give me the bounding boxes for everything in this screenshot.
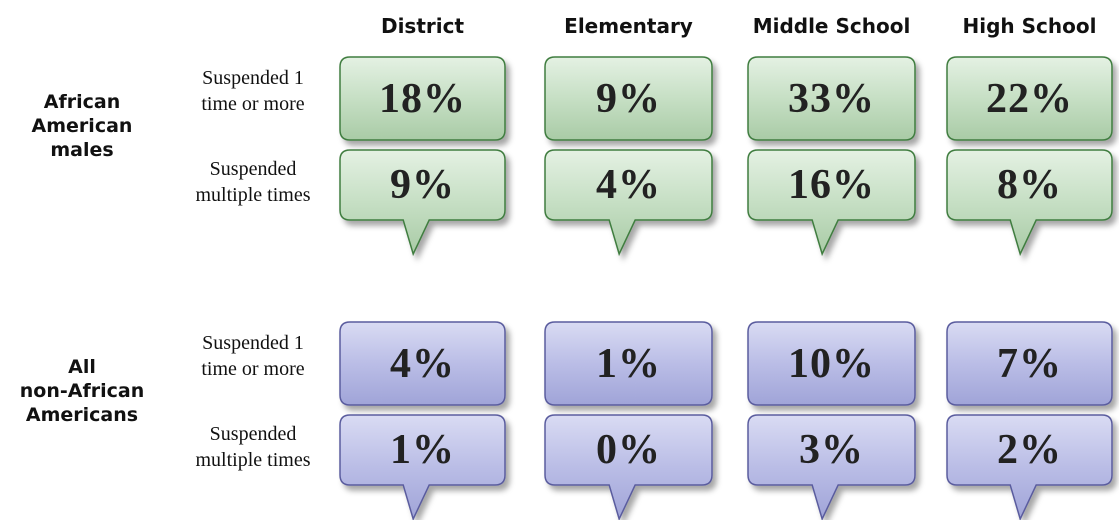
group-label: non-African	[20, 380, 144, 402]
column-header: High School	[963, 14, 1097, 38]
callout-box	[747, 149, 916, 257]
cell-value: 0%	[596, 427, 661, 473]
row-label: multiple times	[196, 184, 311, 206]
cell-value: 1%	[390, 427, 455, 473]
row-label: multiple times	[196, 449, 311, 471]
row-label: Suspended	[210, 423, 297, 445]
row-label: time or more	[201, 358, 304, 380]
callout-box	[544, 149, 713, 257]
callout-box	[544, 321, 713, 406]
cell-value: 9%	[390, 162, 455, 208]
cell-value: 3%	[799, 427, 864, 473]
row-label: Suspended 1	[202, 67, 304, 89]
cell-value: 22%	[986, 76, 1073, 122]
cell-value: 10%	[788, 341, 875, 387]
group-label: American	[32, 115, 133, 137]
callout-box	[339, 321, 506, 406]
cell-value: 18%	[379, 76, 466, 122]
cell-value: 33%	[788, 76, 875, 122]
callout-box	[747, 321, 916, 406]
callout-box	[339, 56, 506, 141]
group-label: Americans	[26, 404, 138, 426]
cell-value: 2%	[997, 427, 1062, 473]
row-label: Suspended	[210, 158, 297, 180]
cell-value: 1%	[596, 341, 661, 387]
cell-value: 9%	[596, 76, 661, 122]
cell-value: 4%	[390, 341, 455, 387]
group-label: All	[68, 356, 96, 378]
cell-value: 7%	[997, 341, 1062, 387]
cell-value: 16%	[788, 162, 875, 208]
callout-box	[946, 414, 1113, 520]
callout-box	[544, 56, 713, 141]
callout-box	[339, 414, 506, 520]
group-label: African	[44, 91, 120, 113]
row-label: Suspended 1	[202, 332, 304, 354]
callout-box	[339, 149, 506, 257]
row-label: time or more	[201, 93, 304, 115]
cell-value: 4%	[596, 162, 661, 208]
callout-box	[946, 56, 1113, 141]
callout-box	[946, 149, 1113, 257]
cell-value: 8%	[997, 162, 1062, 208]
callout-box	[747, 414, 916, 520]
callout-box	[747, 56, 916, 141]
column-header: District	[381, 14, 464, 38]
column-header: Elementary	[564, 14, 693, 38]
column-header: Middle School	[753, 14, 911, 38]
group-label: males	[50, 139, 113, 161]
callout-box	[544, 414, 713, 520]
callout-box	[946, 321, 1113, 406]
